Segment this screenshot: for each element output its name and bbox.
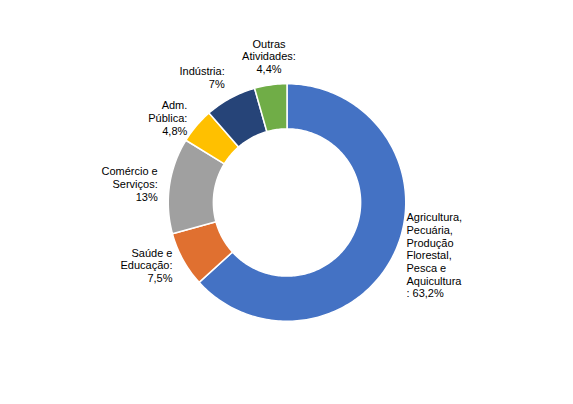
svg-text:Agricultura,Pecuária,ProduçãoF: Agricultura,Pecuária,ProduçãoFlorestal,P… [406, 211, 462, 299]
svg-text:Adm.Pública:4,8%: Adm.Pública:4,8% [148, 99, 187, 136]
svg-text:Indústria:7%: Indústria:7% [179, 65, 224, 90]
svg-text:Saúde eEducação:7,5%: Saúde eEducação:7,5% [120, 247, 172, 284]
svg-text:OutrasAtividades:4,4%: OutrasAtividades:4,4% [242, 38, 296, 75]
svg-text:Comércio eServiços:13%: Comércio eServiços:13% [101, 165, 157, 202]
